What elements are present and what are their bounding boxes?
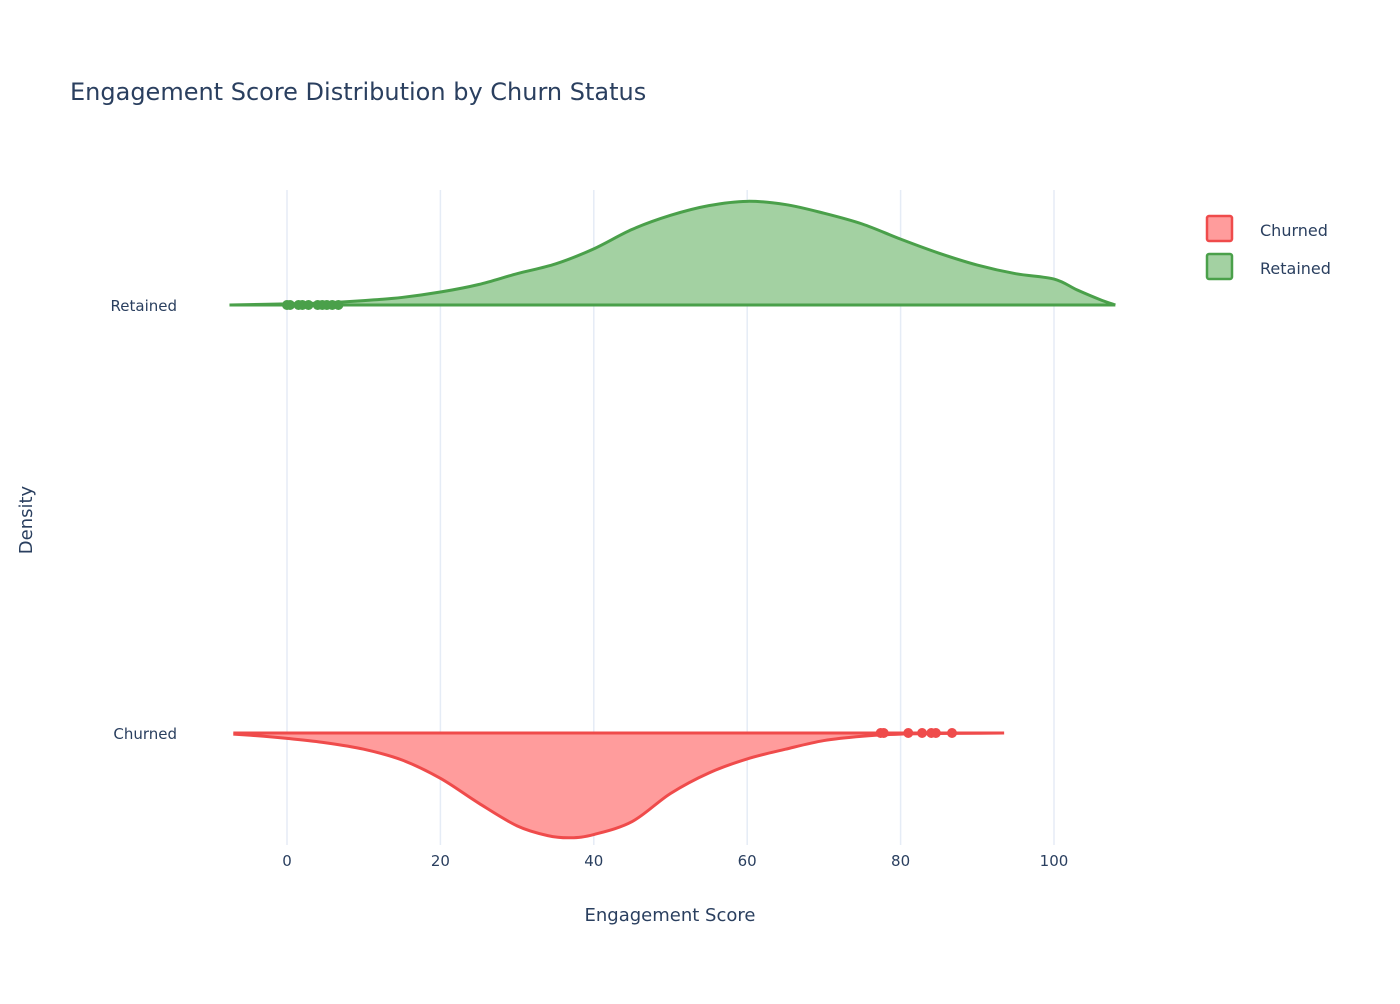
y-axis-categories: Churned Retained: [111, 297, 177, 743]
legend-label-retained: Retained: [1260, 259, 1331, 278]
violin-outline-retained: [229, 199, 1116, 307]
violin-fill-retained: [229, 201, 1116, 305]
y-category-label-retained: Retained: [111, 297, 177, 315]
outlier-point-churned-3[interactable]: [917, 728, 928, 738]
outlier-point-churned-2[interactable]: [903, 728, 914, 738]
outlier-point-retained-1[interactable]: [285, 300, 296, 310]
x-tick-label-0: 0: [282, 852, 292, 870]
legend: Churned Retained: [1205, 214, 1331, 281]
outlier-point-churned-6[interactable]: [946, 728, 957, 738]
y-axis-title: Density: [16, 485, 37, 554]
outlier-point-churned-5[interactable]: [930, 728, 941, 738]
x-tick-label-100: 100: [1040, 852, 1069, 870]
legend-swatch-retained: [1205, 252, 1234, 281]
series-layer: [229, 199, 1116, 840]
x-tick-label-80: 80: [891, 852, 910, 870]
chart-title: Engagement Score Distribution by Churn S…: [70, 78, 646, 106]
y-category-label-churned: Churned: [113, 725, 177, 743]
outlier-point-churned-1[interactable]: [878, 728, 889, 738]
legend-label-churned: Churned: [1260, 221, 1328, 240]
x-axis-title: Engagement Score: [585, 905, 756, 926]
violin-fill-churned: [233, 733, 1005, 838]
x-axis-ticks: 0 20 40 60 80 100: [282, 852, 1068, 870]
outlier-point-retained-4[interactable]: [303, 300, 314, 310]
legend-item-churned[interactable]: Churned: [1205, 214, 1328, 243]
outlier-point-retained-9[interactable]: [333, 300, 344, 310]
x-tick-label-20: 20: [431, 852, 450, 870]
x-tick-label-40: 40: [584, 852, 603, 870]
x-tick-label-60: 60: [738, 852, 757, 870]
legend-item-retained[interactable]: Retained: [1205, 252, 1331, 281]
legend-swatch-churned: [1205, 214, 1234, 243]
